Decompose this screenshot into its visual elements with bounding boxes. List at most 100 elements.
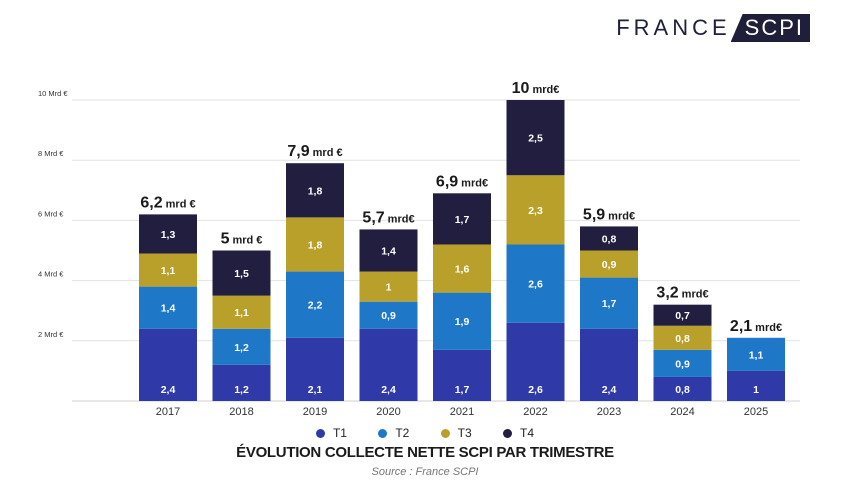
bar-segment-t1-2022 — [506, 322, 565, 401]
data-label: 1,2 — [234, 384, 249, 396]
total-label-2018: 5 mrd € — [221, 231, 263, 248]
bar-segment-t1-2018 — [212, 364, 271, 401]
data-label: 0,8 — [602, 233, 617, 245]
bar-segment-t3-2024 — [653, 325, 712, 350]
bar-segment-t3-2021 — [433, 244, 491, 293]
total-value: 5 — [221, 231, 230, 248]
x-tick-label: 2021 — [450, 406, 474, 418]
legend-dot-t4 — [503, 428, 513, 438]
data-label: 1,7 — [602, 298, 617, 310]
bar-segment-t2-2019 — [286, 271, 344, 338]
bar-segment-t2-2017 — [139, 286, 197, 329]
logo-text-france: FRANCE — [616, 15, 731, 40]
x-tick-label: 2020 — [376, 406, 400, 418]
legend-label-t1: T1 — [332, 426, 347, 440]
total-unit: mrd€ — [755, 322, 782, 334]
bar-segment-t1-2023 — [580, 328, 638, 401]
bar-segment-t1-2020 — [359, 328, 418, 401]
legend-item-t3: T3 — [440, 426, 472, 440]
data-label: 1,7 — [455, 384, 470, 396]
data-label: 1,8 — [308, 185, 323, 197]
total-value: 6,2 — [140, 194, 162, 211]
bar-segment-t3-2020 — [359, 271, 418, 302]
bar-segment-t3-2018 — [212, 295, 271, 329]
bar-segment-t2-2022 — [506, 244, 565, 323]
total-value: 5,7 — [362, 209, 384, 226]
total-label-2021: 6,9 mrd€ — [436, 173, 488, 190]
bar-segment-t1-2025 — [727, 370, 785, 401]
data-label: 2,3 — [528, 205, 543, 217]
legend-label-t3: T3 — [457, 426, 472, 440]
total-label-2024: 3,2 mrd€ — [656, 285, 708, 302]
bar-segment-t4-2023 — [580, 226, 638, 251]
data-label: 1 — [753, 384, 759, 396]
total-unit: mrd € — [166, 198, 196, 210]
total-unit: mrd€ — [461, 177, 488, 189]
legend-item-t4: T4 — [503, 426, 534, 440]
total-unit: mrd€ — [608, 210, 635, 222]
data-label: 2,5 — [528, 133, 543, 145]
total-label-2022: 10 mrd€ — [512, 80, 560, 97]
bar-segment-t2-2023 — [580, 277, 638, 329]
data-label: 0,8 — [675, 384, 690, 396]
total-unit: mrd€ — [532, 84, 559, 96]
data-label: 1,8 — [308, 239, 323, 251]
france-scpi-logo: FRANCE SCPI — [616, 14, 810, 42]
bar-segment-t2-2025 — [727, 337, 785, 371]
data-label: 2,4 — [381, 384, 396, 396]
bar-segment-t1-2021 — [433, 349, 491, 401]
data-label: 1,1 — [161, 265, 176, 277]
bar-segment-t4-2020 — [359, 229, 418, 272]
legend-dot-t1 — [315, 428, 325, 438]
data-label: 0,8 — [675, 333, 690, 345]
data-label: 1,1 — [234, 307, 249, 319]
bar-segment-t4-2021 — [433, 193, 491, 245]
total-label-2020: 5,7 mrd€ — [362, 209, 414, 226]
data-label: 0,9 — [675, 358, 690, 370]
data-label: 2,4 — [602, 384, 617, 396]
y-tick-label: 10 Mrd € — [38, 89, 68, 98]
bar-segment-t4-2019 — [286, 163, 344, 218]
bar-segment-t4-2017 — [139, 214, 197, 254]
bar-segment-t2-2024 — [653, 349, 712, 377]
legend-item-t1: T1 — [315, 426, 347, 440]
chart-legend: T1 T2 T3 T4 — [0, 426, 850, 441]
total-value: 3,2 — [656, 285, 678, 302]
total-unit: mrd € — [313, 147, 343, 159]
total-value: 2,1 — [730, 318, 752, 335]
data-label: 1,4 — [161, 303, 176, 315]
bar-segment-t2-2018 — [212, 328, 271, 365]
y-tick-label: 8 Mrd € — [38, 149, 64, 158]
x-tick-label: 2018 — [229, 406, 253, 418]
data-label: 2,1 — [308, 384, 323, 396]
x-tick-label: 2025 — [744, 406, 768, 418]
total-unit: mrd € — [232, 235, 262, 247]
y-tick-label: 6 Mrd € — [38, 209, 64, 218]
total-label-2025: 2,1 mrd€ — [730, 318, 782, 335]
data-label: 2,6 — [528, 279, 543, 291]
data-label: 1,7 — [455, 214, 470, 226]
data-label: 0,9 — [381, 310, 396, 322]
data-label: 1 — [386, 282, 392, 294]
bar-segment-t2-2021 — [433, 292, 491, 350]
logo-text-scpi: SCPI — [730, 14, 810, 42]
total-label-2023: 5,9 mrd€ — [583, 206, 635, 223]
chart-title: ÉVOLUTION COLLECTE NETTE SCPI PAR TRIMES… — [236, 444, 614, 461]
total-label-2017: 6,2 mrd € — [140, 194, 195, 211]
x-tick-label: 2022 — [523, 406, 547, 418]
data-label: 1,1 — [749, 349, 764, 361]
y-tick-label: 4 Mrd € — [38, 270, 64, 279]
data-label: 1,2 — [234, 342, 249, 354]
data-label: 2,2 — [308, 300, 323, 312]
bar-segment-t1-2019 — [286, 337, 344, 401]
legend-item-t2: T2 — [378, 426, 409, 440]
data-label: 1,9 — [455, 316, 470, 328]
bar-segment-t4-2018 — [212, 250, 271, 296]
data-label: 1,5 — [234, 268, 249, 280]
total-value: 5,9 — [583, 206, 605, 223]
data-label: 2,6 — [528, 384, 543, 396]
y-tick-label: 2 Mrd € — [38, 330, 64, 339]
data-label: 1,3 — [161, 229, 176, 241]
total-unit: mrd€ — [388, 213, 415, 225]
